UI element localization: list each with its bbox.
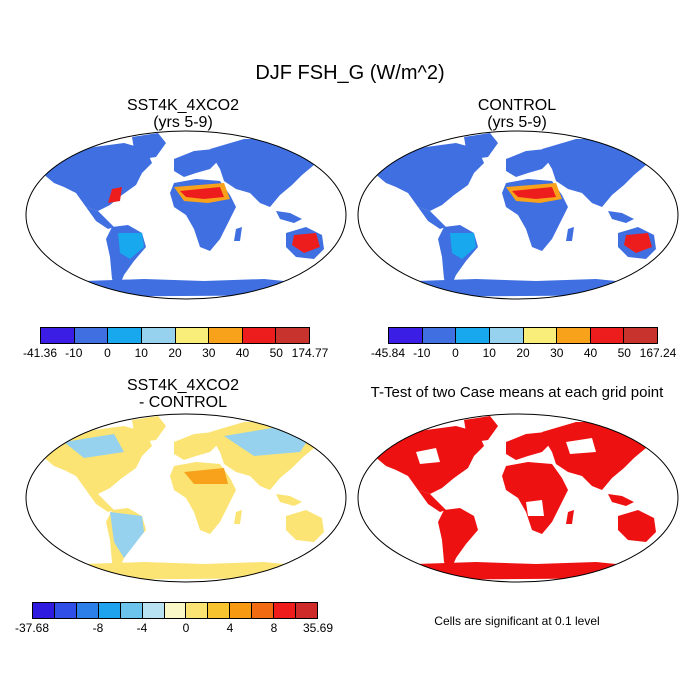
- colorbar-tick-label: -8: [92, 621, 104, 635]
- panel-title-experiment: SST4K_4XCO2 (yrs 5-9): [126, 97, 240, 131]
- map-mexico-hot: [108, 187, 122, 203]
- panel-title-control: CONTROL (yrs 5-9): [477, 97, 557, 131]
- panel-title-difference: SST4K_4XCO2 - CONTROL: [126, 377, 240, 411]
- colorbar-swatch: [209, 328, 243, 343]
- colorbar-tick-label: 10: [134, 346, 148, 360]
- colorbar-tick-label: 0: [182, 621, 190, 635]
- colorbar-experiment: [40, 327, 310, 344]
- colorbar-tick-label: -37.68: [14, 621, 50, 635]
- map-africa-diff-warm: [184, 468, 228, 484]
- colorbar-tick-label: 174.77: [291, 346, 329, 360]
- colorbar-swatch: [175, 328, 210, 343]
- colorbar-tick-label: 0: [452, 346, 459, 360]
- map-na-diff-neg: [64, 434, 124, 458]
- map-insignificant-patch: [566, 438, 596, 454]
- colorbar-tick-label: 30: [202, 346, 216, 360]
- globe-outline: [25, 130, 347, 300]
- colorbar-tick-label: 40: [235, 346, 250, 360]
- colorbar-tick-label: 4: [226, 621, 234, 635]
- colorbar-tick-label: 50: [617, 346, 631, 360]
- map-land-cool: [118, 233, 144, 259]
- map-sa-diff-neg: [110, 512, 144, 558]
- colorbar-tick-label: 10: [482, 346, 496, 360]
- colorbar-swatch: [523, 328, 558, 343]
- colorbar-swatch: [624, 328, 657, 343]
- colorbar-difference: [32, 602, 318, 619]
- map-australia-hot: [292, 233, 320, 253]
- colorbar-swatch: [141, 328, 176, 343]
- colorbar-swatch: [186, 603, 209, 618]
- colorbar-swatch: [41, 328, 75, 343]
- colorbar-swatch: [230, 603, 253, 618]
- globe-outline: [357, 130, 679, 300]
- colorbar-tick-label: 20: [168, 346, 182, 360]
- colorbar-tick-label: -10: [413, 346, 431, 360]
- map-land-cool: [450, 233, 476, 259]
- significance-note: Cells are significant at 0.1 level: [434, 614, 600, 628]
- map-land-hot: [180, 187, 224, 199]
- colorbar-tick-label: 40: [583, 346, 598, 360]
- map-insignificant-patch: [416, 448, 440, 464]
- map-difference: [25, 413, 347, 583]
- colorbar-swatch: [98, 603, 121, 618]
- colorbar-swatch: [33, 603, 55, 618]
- colorbar-swatch: [74, 328, 109, 343]
- colorbar-tick-label: 0: [104, 346, 111, 360]
- colorbar-swatch: [276, 328, 309, 343]
- map-experiment: [25, 130, 347, 300]
- figure-title: DJF FSH_G (W/m^2): [255, 62, 445, 84]
- colorbar-tick-label: 167.24: [639, 346, 677, 360]
- colorbar-swatch: [590, 328, 625, 343]
- colorbar-tick-label: 30: [550, 346, 564, 360]
- colorbar-swatch: [142, 603, 165, 618]
- panel-title-ttest: T-Test of two Case means at each grid po…: [370, 384, 664, 401]
- colorbar-swatch: [456, 328, 490, 343]
- colorbar-tick-label: 8: [270, 621, 278, 635]
- globe-outline: [357, 413, 679, 583]
- colorbar-swatch: [208, 603, 231, 618]
- map-ttest: [357, 413, 679, 583]
- colorbar-swatch: [242, 328, 277, 343]
- colorbar-control: [388, 327, 658, 344]
- colorbar-tick-label: -4: [136, 621, 148, 635]
- map-australia-hot: [624, 233, 652, 253]
- colorbar-swatch: [252, 603, 275, 618]
- colorbar-tick-label: 50: [269, 346, 283, 360]
- colorbar-swatch: [164, 603, 187, 618]
- map-insignificant-patch: [526, 500, 544, 516]
- colorbar-swatch: [489, 328, 524, 343]
- colorbar-swatch: [76, 603, 99, 618]
- colorbar-swatch: [108, 328, 142, 343]
- map-control: [357, 130, 679, 300]
- globe-outline: [25, 413, 347, 583]
- colorbar-tick-label: 35.69: [302, 621, 334, 635]
- colorbar-tick-label: -41.36: [22, 346, 58, 360]
- colorbar-tick-label: -10: [65, 346, 83, 360]
- colorbar-swatch: [120, 603, 143, 618]
- colorbar-swatch: [557, 328, 591, 343]
- colorbar-tick-label: -45.84: [370, 346, 406, 360]
- colorbar-swatch: [54, 603, 77, 618]
- colorbar-tick-label: 20: [516, 346, 530, 360]
- colorbar-swatch: [389, 328, 423, 343]
- colorbar-swatch: [274, 603, 297, 618]
- colorbar-swatch: [296, 603, 317, 618]
- colorbar-swatch: [422, 328, 457, 343]
- map-land-hot: [512, 187, 556, 199]
